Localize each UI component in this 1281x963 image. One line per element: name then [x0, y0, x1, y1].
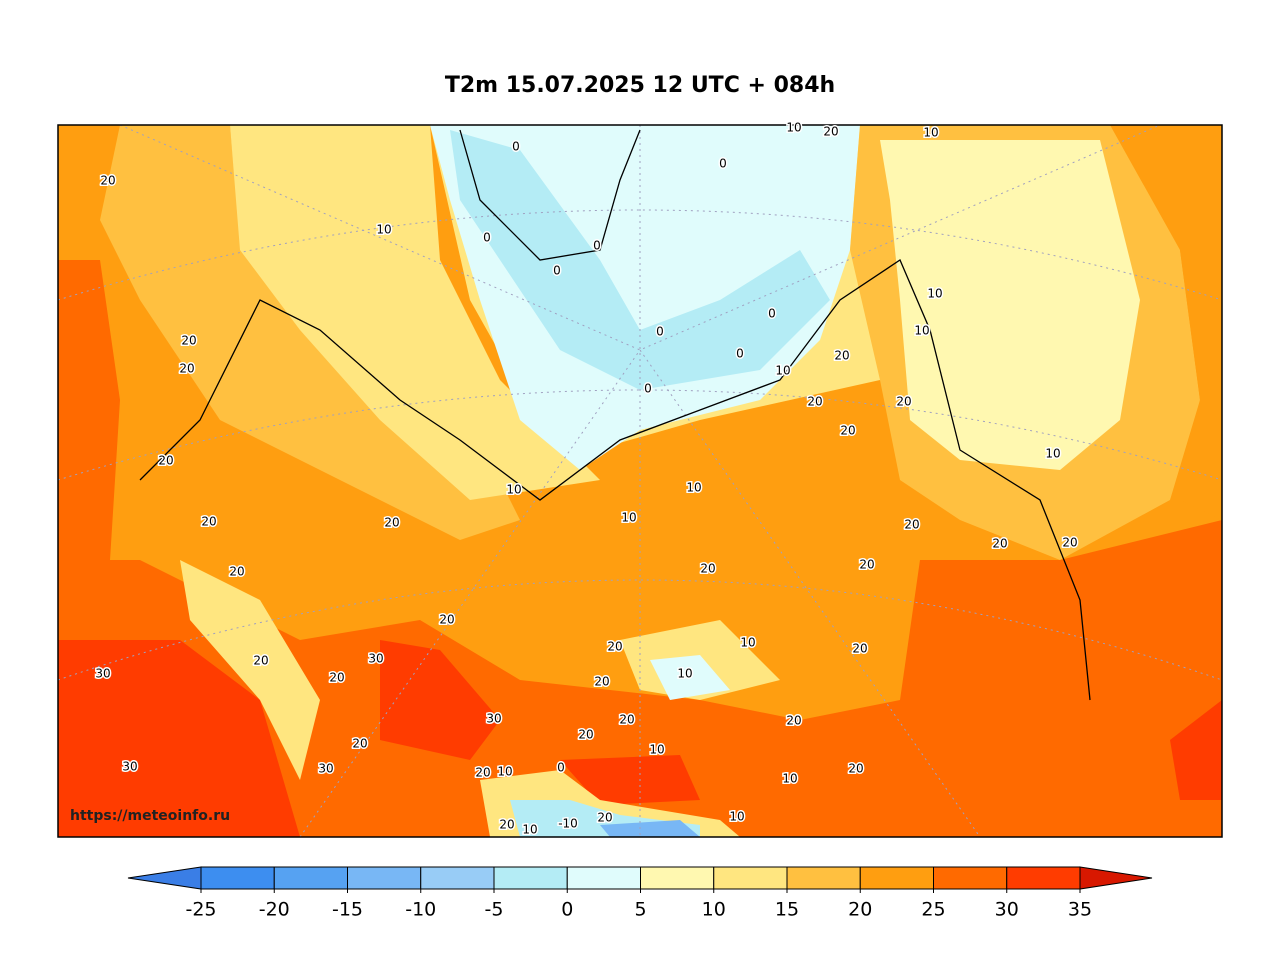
colorbar-box	[273, 866, 348, 890]
colorbar-tick-label: 5	[634, 899, 646, 921]
contour-label: 0	[512, 140, 520, 154]
colorbar-box	[420, 866, 495, 890]
contour-label: 20	[352, 737, 367, 751]
title: T2m 15.07.2025 12 UTC + 084h	[445, 73, 835, 98]
contour-label: 10	[621, 511, 636, 525]
map-field	[58, 125, 1222, 837]
contour-label: 20	[201, 515, 216, 529]
contour-label: 20	[594, 675, 609, 689]
contour-label: 20	[384, 516, 399, 530]
contour-label: 20	[499, 818, 514, 832]
contour-label: 0	[644, 382, 652, 396]
contour-label: 20	[329, 671, 344, 685]
contour-label: 0	[593, 239, 601, 253]
contour-label: 20	[475, 766, 490, 780]
contour-label: 20	[597, 811, 612, 825]
colorbar-box	[859, 866, 934, 890]
contour-label: 10	[782, 772, 797, 786]
contour-label: 0	[557, 761, 565, 775]
colorbar-tick-label: 35	[1068, 899, 1092, 921]
contour-label: 10	[522, 823, 537, 837]
contour-label: 20	[100, 174, 115, 188]
contour-label: 0	[553, 264, 561, 278]
contour-label: 30	[486, 712, 501, 726]
contour-labels: 20 10 0 0 0 0 0 10 20 10 0 0 0 0 10 10 10 20 20 20 20 20 20 20 2…	[94, 119, 1079, 838]
contour-label: 20	[859, 558, 874, 572]
contour-label: 20	[607, 640, 622, 654]
contour-label: 20	[158, 454, 173, 468]
contour-label: 20	[904, 518, 919, 532]
colorbar-tick-label: 25	[921, 899, 945, 921]
contour-label: 10	[914, 324, 929, 338]
colorbar-tick-label: 10	[702, 899, 726, 921]
contour-label: 20	[834, 349, 849, 363]
colorbar-box	[786, 866, 861, 890]
colorbar-extend-low	[127, 866, 202, 890]
contour-label: 20	[179, 362, 194, 376]
contour-label: 10	[1045, 447, 1060, 461]
colorbar-tick-label: -5	[485, 899, 504, 921]
contour-label: 10	[786, 121, 801, 135]
colorbar-tick-label: -25	[185, 899, 216, 921]
colorbar-box	[640, 866, 715, 890]
colorbar-tick-label: 20	[848, 899, 872, 921]
colorbar-box	[493, 866, 568, 890]
colorbar-box	[713, 866, 788, 890]
colorbar-box	[347, 866, 422, 890]
contour-label: 20	[181, 334, 196, 348]
colorbar-tick-label: 0	[561, 899, 573, 921]
colorbar-box	[1006, 866, 1081, 890]
contour-label: 10	[729, 810, 744, 824]
contour-label: 0	[656, 325, 664, 339]
contour-label: 10	[376, 223, 391, 237]
contour-label: 10	[649, 743, 664, 757]
contour-label: 10	[506, 483, 521, 497]
contour-label: 10	[740, 636, 755, 650]
contour-label: 20	[700, 562, 715, 576]
contour-label: 20	[229, 565, 244, 579]
colorbar-box	[933, 866, 1008, 890]
watermark: https://meteoinfo.ru	[70, 808, 230, 824]
contour-label: 20	[992, 537, 1007, 551]
contour-label: 30	[318, 762, 333, 776]
contour-label: 0	[768, 307, 776, 321]
colorbar-tick-label: 30	[995, 899, 1019, 921]
contour-label: 20	[619, 713, 634, 727]
contour-label: 0	[736, 347, 744, 361]
contour-label: 20	[1062, 536, 1077, 550]
contour-label: 30	[95, 667, 110, 681]
contour-label: 10	[923, 126, 938, 140]
colorbar-extend-high	[1079, 866, 1153, 890]
contour-label: 20	[578, 728, 593, 742]
contour-label: 20	[439, 613, 454, 627]
contour-label: 20	[823, 125, 838, 139]
contour-label: 10	[686, 481, 701, 495]
colorbar: -25 -20 -15 -10 -5 0 5 10 15 20 25 30 35	[127, 866, 1153, 921]
contour-label: 30	[368, 652, 383, 666]
contour-label: -10	[558, 817, 578, 831]
contour-label: 20	[848, 762, 863, 776]
contour-label: 20	[253, 654, 268, 668]
contour-label: 10	[497, 765, 512, 779]
contour-label: 10	[927, 287, 942, 301]
contour-label: 10	[677, 667, 692, 681]
colorbar-box	[566, 866, 641, 890]
colorbar-box	[200, 866, 275, 890]
contour-label: 10	[775, 364, 790, 378]
colorbar-tick-label: -20	[259, 899, 290, 921]
colorbar-tick-label: 15	[775, 899, 799, 921]
contour-label: 0	[719, 157, 727, 171]
contour-label: 20	[896, 395, 911, 409]
map-frame	[57, 124, 1223, 838]
contour-label: 30	[122, 760, 137, 774]
contour-label: 20	[807, 395, 822, 409]
contour-label: 20	[840, 424, 855, 438]
contour-label: 20	[786, 714, 801, 728]
contour-label: 20	[852, 642, 867, 656]
colorbar-tick-label: -15	[332, 899, 363, 921]
contour-label: 0	[483, 231, 491, 245]
colorbar-tick-label: -10	[405, 899, 436, 921]
